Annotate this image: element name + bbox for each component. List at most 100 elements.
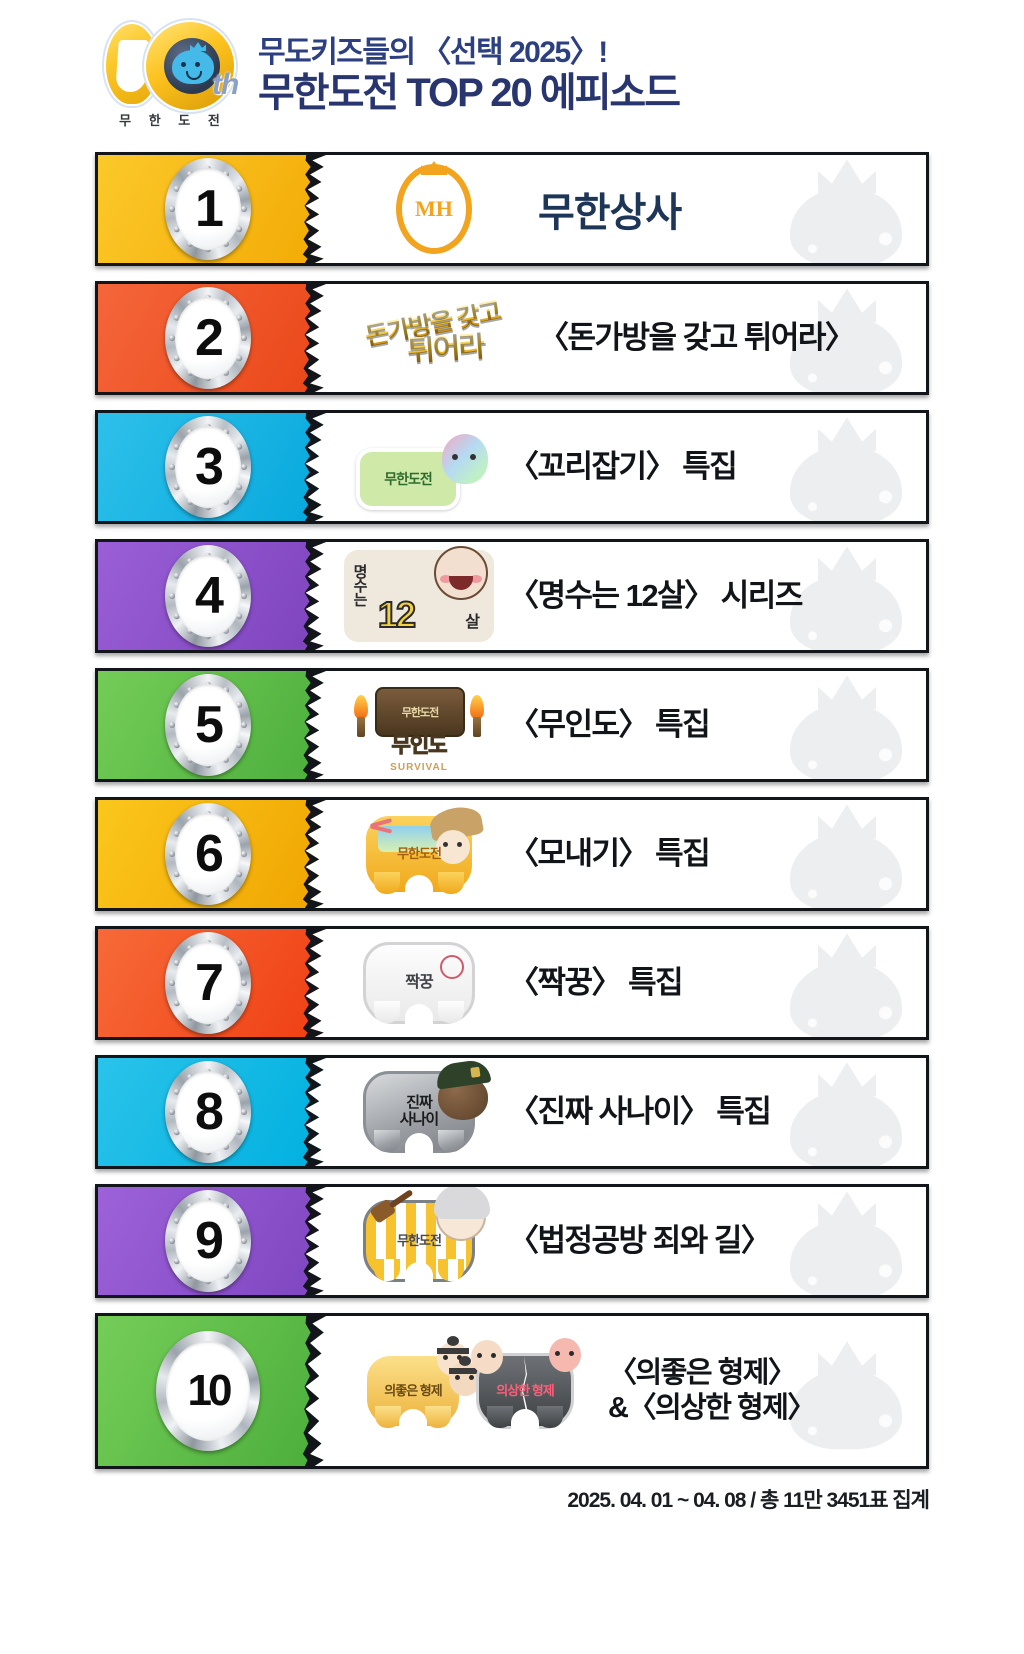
title-panel-2: 돈가방을 갖고 튀어라 〈돈가방을 갖고 튀어라〉	[326, 284, 926, 392]
rainbow-mascot-icon	[442, 434, 488, 484]
ranking-row[interactable]: 10 의좋은 형제	[95, 1313, 929, 1469]
rank-number: 2	[195, 309, 224, 367]
episode-title: 〈모내기〉 특집	[508, 836, 711, 872]
torn-edge	[302, 413, 326, 521]
rank-panel-8: 8	[98, 1058, 326, 1166]
rank-number: 6	[195, 825, 224, 883]
rank-number: 5	[195, 696, 224, 754]
crown-icon	[190, 42, 206, 51]
ranking-row[interactable]: 9 무한도전 〈법정공방 죄와 길〉	[95, 1184, 929, 1298]
jjakkung-logo-text: 짝꿍	[405, 973, 433, 991]
fish-mascot-icon	[172, 50, 214, 84]
rice-logo-text: 무한도전	[397, 846, 442, 862]
rank-medal: 6	[165, 803, 251, 905]
ranking-row[interactable]: 1 MH 무한상사	[95, 152, 929, 266]
ranking-row[interactable]: 4 명수는 12 살 〈명수는 12살〉 시리즈	[95, 539, 929, 653]
ranking-row[interactable]: 7 짝꿍 〈짝꿍〉 특집	[95, 926, 929, 1040]
vote-summary-note: 2025. 04. 01 ~ 04. 08 / 총 11만 3451표 집계	[567, 1489, 930, 1512]
rank-panel-3: 3	[98, 413, 326, 521]
rank-number: 9	[195, 1212, 224, 1270]
mh-logo-text: MH	[415, 196, 453, 221]
torn-edge	[302, 1316, 326, 1466]
torn-edge	[302, 800, 326, 908]
show-emblem-6: 무한도전	[344, 803, 494, 901]
ranking-row[interactable]: 8 진짜 사나이 〈진짜 사나이〉	[95, 1055, 929, 1169]
episode-title: 〈돈가방을 갖고 튀어라〉	[538, 320, 856, 356]
judge-wig-icon	[434, 1187, 490, 1219]
title-panel-5: 무한도전 무인도 SURVIVAL 〈무인도〉 특집	[326, 671, 926, 779]
angry-brother-head-icon	[549, 1338, 581, 1372]
torn-edge	[302, 284, 326, 392]
island-survival-text: SURVIVAL	[390, 762, 448, 773]
torn-edge	[302, 671, 326, 779]
episode-title: 무한상사	[538, 191, 682, 235]
header-subtitle: 무도키즈들의 〈선택 2025〉!	[258, 35, 608, 69]
mascot-watermark-icon	[784, 417, 912, 521]
mascot-watermark-icon	[784, 159, 912, 263]
real-men-line1: 진짜	[406, 1094, 433, 1112]
money-bag-logo-icon: 돈가방을 갖고 튀어라	[350, 288, 519, 389]
real-men-logo-icon: 진짜 사나이	[363, 1058, 492, 1153]
rank-panel-5: 5	[98, 671, 326, 779]
logo-brand-text: 무 한 도 전	[119, 113, 227, 128]
good-brothers-logo-icon: 의좋은 형제	[364, 1336, 481, 1429]
mascot-watermark-icon	[784, 933, 912, 1037]
tail-logo-text: 무한도전	[384, 471, 433, 487]
title-panel-6: 무한도전 〈모내기〉 특집	[326, 800, 926, 908]
mascot-mouth	[186, 71, 202, 80]
torn-edge	[302, 1187, 326, 1295]
money-logo-line2: 튀어라	[405, 329, 485, 369]
torn-edge	[302, 929, 326, 1037]
rank-medal: 9	[165, 1190, 251, 1292]
episode-title-line1: 〈의좋은 형제〉	[608, 1356, 797, 1389]
rank-medal: 4	[165, 545, 251, 647]
title-panel-10: 의좋은 형제 의상한 형제	[326, 1316, 926, 1466]
episode-title: 〈진짜 사나이〉 특집	[508, 1094, 772, 1130]
logo-ordinal-suffix: th	[212, 68, 239, 101]
rank-panel-6: 6	[98, 800, 326, 908]
episode-title: 〈명수는 12살〉 시리즈	[508, 578, 803, 614]
logo-digit-zero	[146, 22, 234, 110]
mascot-watermark-icon	[784, 804, 912, 908]
rank-panel-2: 2	[98, 284, 326, 392]
mascot-watermark-icon	[784, 1062, 912, 1166]
crown-icon	[421, 161, 447, 175]
rank-number: 8	[195, 1083, 224, 1141]
episode-title: 〈짝꿍〉 특집	[508, 965, 684, 1001]
title-panel-9: 무한도전 〈법정공방 죄와 길〉	[326, 1187, 926, 1295]
tail-catch-logo-icon: 무한도전	[344, 424, 494, 510]
ranking-row[interactable]: 3 무한도전 〈꼬리잡기〉 특집	[95, 410, 929, 524]
episode-title: 〈법정공방 죄와 길〉	[508, 1223, 772, 1259]
mh-logo-icon: MH	[396, 161, 472, 254]
show-emblem-8: 진짜 사나이	[344, 1058, 494, 1159]
show-emblem-7: 짝꿍	[344, 936, 494, 1030]
rank-medal: 10	[156, 1331, 260, 1451]
strange-brothers-text: 의상한 형제	[496, 1383, 554, 1399]
island-sign: 무한도전	[375, 687, 465, 737]
rank-medal: 8	[165, 1061, 251, 1163]
page-footer: 2025. 04. 01 ~ 04. 08 / 총 11만 3451표 집계	[0, 1484, 1024, 1514]
ranking-row[interactable]: 5 무한도전 무인도 SURVIVAL 〈	[95, 668, 929, 782]
show-emblem-1: MH	[344, 161, 524, 256]
show-emblem-5: 무한도전 무인도 SURVIVAL	[344, 678, 494, 773]
torch-icon	[469, 695, 485, 737]
medal-face: 1	[175, 168, 241, 250]
ranking-row[interactable]: 2 돈가방을 갖고 튀어라 〈돈가방을 갖고 튀어라〉	[95, 281, 929, 395]
episode-title: 〈꼬리잡기〉 특집	[508, 449, 738, 485]
myeongsu-logo-number: 12	[377, 593, 417, 636]
rank-panel-10: 10	[98, 1316, 326, 1466]
real-men-logo-text: 진짜 사나이	[400, 1094, 439, 1129]
park-myeongsu-face-icon	[434, 546, 488, 600]
title-panel-8: 진짜 사나이 〈진짜 사나이〉 특집	[326, 1058, 926, 1166]
rank-medal: 7	[165, 932, 251, 1034]
rank-medal: 2	[165, 287, 251, 389]
rank-medal: 1	[165, 158, 251, 260]
mascot-eye-left	[181, 62, 186, 67]
ranking-row[interactable]: 6 무한도전 〈모내기〉 특집	[95, 797, 929, 911]
show-emblem-10: 의좋은 형제 의상한 형제	[344, 1336, 594, 1438]
title-panel-3: 무한도전 〈꼬리잡기〉 특집	[326, 413, 926, 521]
courtroom-logo-icon: 무한도전	[363, 1187, 490, 1282]
rank-number: 7	[195, 954, 224, 1012]
brother-head-icon	[449, 1356, 481, 1396]
show-emblem-3: 무한도전	[344, 420, 494, 514]
